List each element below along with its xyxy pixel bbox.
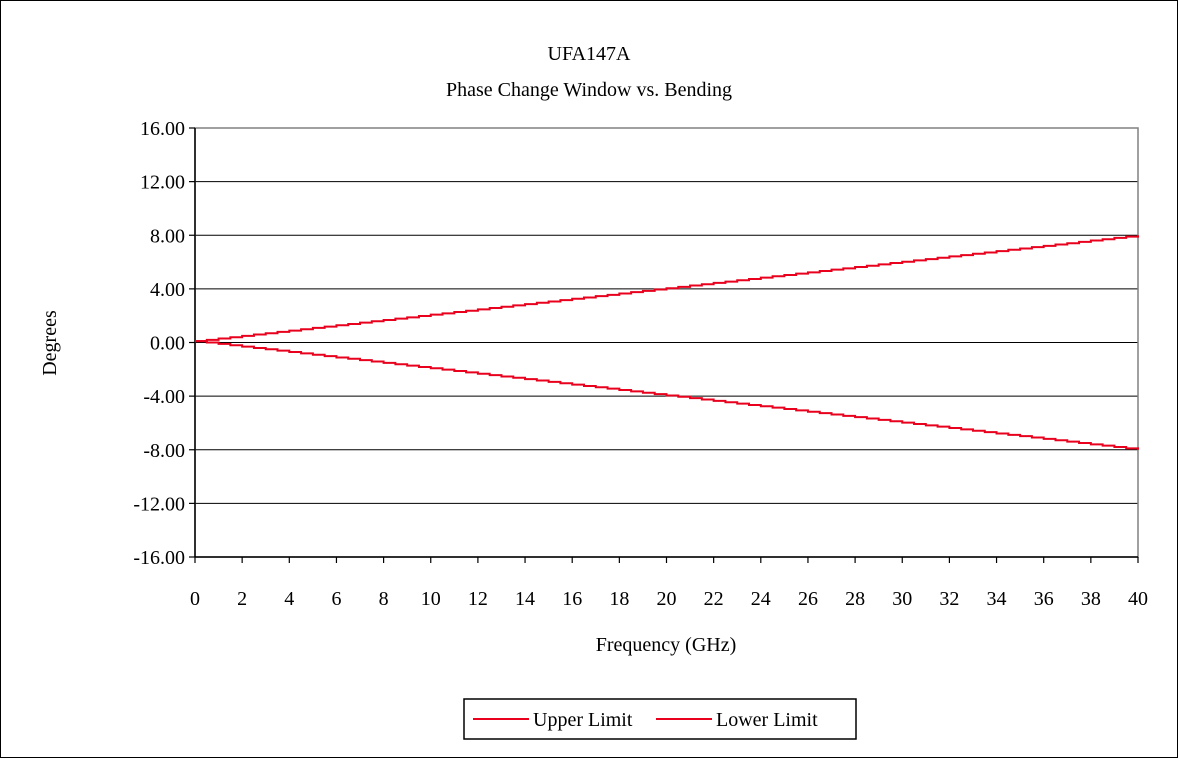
chart-subtitle: Phase Change Window vs. Bending	[446, 79, 732, 101]
x-tick-labels: 0 2 4 6 8 10 12 14 16 18 20 22 24 26 28 30 32 34 36 38 40	[190, 588, 1148, 610]
x-tick-label: 20	[657, 588, 677, 610]
legend: Upper Limit Lower Limit	[463, 698, 857, 740]
y-tick-labels: 16.00 12.00 8.00 4.00 0.00 -4.00 -8.00 -12.00 -1…	[133, 118, 185, 569]
x-tick-label: 0	[190, 588, 200, 610]
x-tick-label: 16	[562, 588, 582, 610]
x-tick-label: 2	[237, 588, 247, 610]
x-tick-label: 22	[704, 588, 724, 610]
chart-title: UFA147A	[548, 43, 632, 65]
x-tick-label: 8	[379, 588, 389, 610]
x-tick-label: 4	[284, 588, 294, 610]
x-tick-label: 32	[939, 588, 959, 610]
x-tick-label: 40	[1128, 588, 1148, 610]
x-tick-label: 18	[609, 588, 629, 610]
y-tick-label: 8.00	[150, 225, 185, 247]
y-tick-label: 4.00	[150, 279, 185, 301]
x-tick-label: 30	[892, 588, 912, 610]
x-axis-label: Frequency (GHz)	[596, 634, 737, 656]
x-tick-label: 26	[798, 588, 818, 610]
y-tick-label: -16.00	[133, 547, 185, 569]
gridlines	[195, 181, 1138, 504]
x-tick-label: 14	[515, 588, 535, 610]
x-tick-label: 36	[1034, 588, 1054, 610]
x-tick-label: 28	[845, 588, 865, 610]
series-line-upper-limit	[195, 235, 1139, 343]
x-tick-label: 10	[421, 588, 441, 610]
series-line-lower-limit	[195, 340, 1139, 450]
y-tick-label: 12.00	[140, 172, 185, 194]
legend-label-upper-limit: Upper Limit	[533, 709, 633, 731]
y-tick-label: -4.00	[143, 386, 185, 408]
y-tick-label: -8.00	[143, 440, 185, 462]
legend-label-lower-limit: Lower Limit	[716, 709, 818, 731]
y-tick-label: -12.00	[133, 493, 185, 515]
x-tick-label: 38	[1081, 588, 1101, 610]
x-tick-label: 34	[987, 588, 1007, 610]
y-axis-label: Degrees	[39, 310, 61, 376]
y-tick-label: 0.00	[150, 333, 185, 355]
x-tick-label: 24	[751, 588, 771, 610]
x-tick-label: 12	[468, 588, 488, 610]
axes	[189, 127, 1139, 563]
y-tick-label: 16.00	[140, 118, 185, 140]
series-lines	[195, 235, 1139, 450]
x-tick-label: 6	[331, 588, 341, 610]
